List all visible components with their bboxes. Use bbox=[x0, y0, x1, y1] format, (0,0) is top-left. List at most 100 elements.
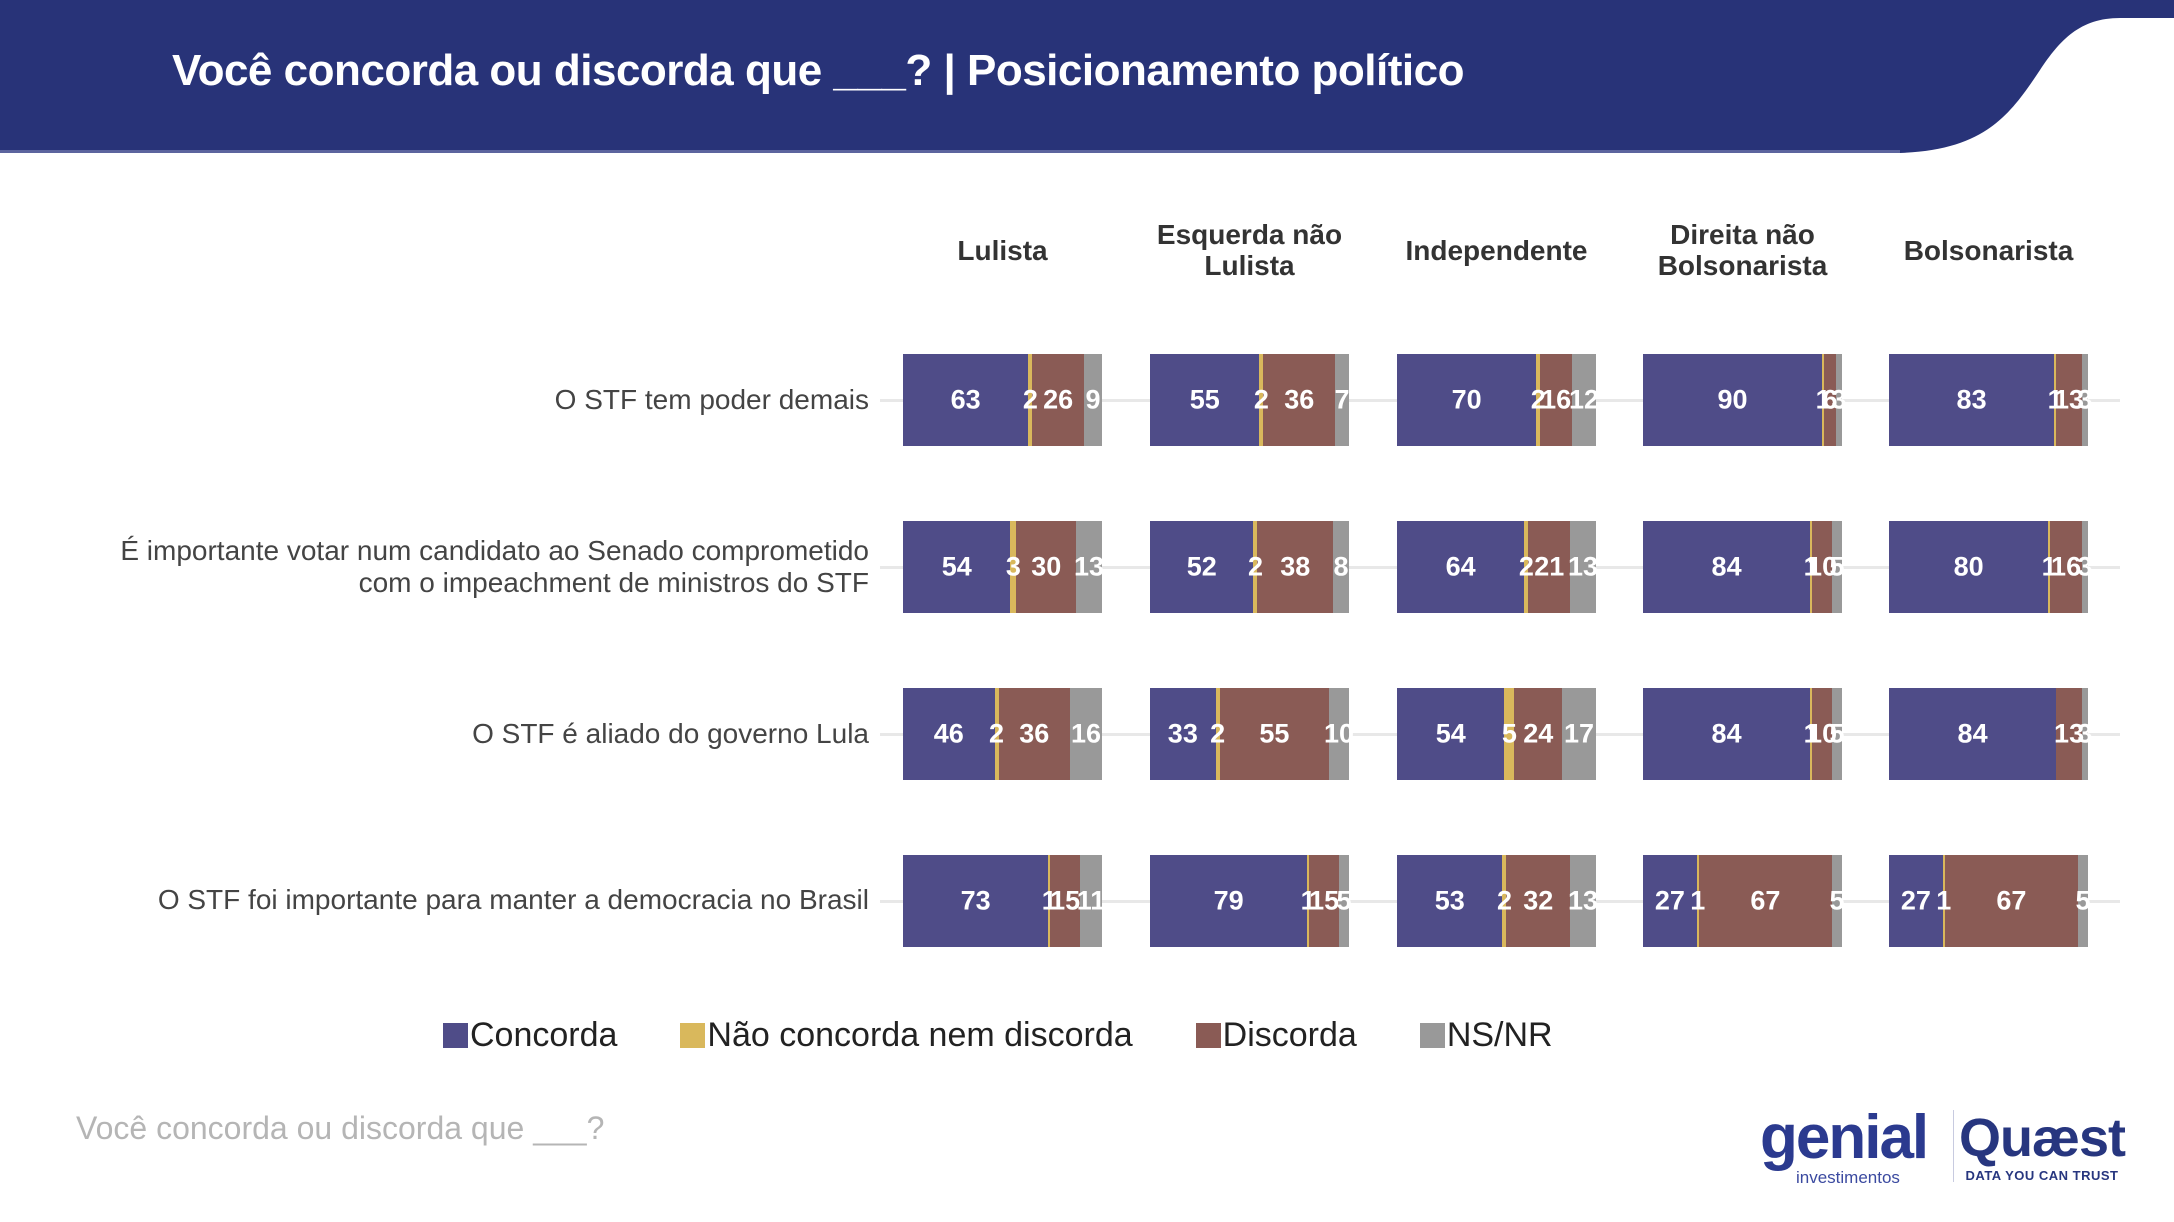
stacked-bar: 63 2 26 9 bbox=[903, 354, 1102, 446]
bar-segment-nsnr: 13 bbox=[1568, 855, 1598, 947]
quaest-logo-tagline: DATA YOU CAN TRUST bbox=[1965, 1168, 2119, 1183]
stacked-bar: 52 2 38 8 bbox=[1150, 521, 1349, 613]
data-label: 2 bbox=[1210, 718, 1226, 749]
data-label: 5 bbox=[1336, 885, 1352, 916]
bar-segment-discorda: 10 bbox=[1807, 521, 1837, 613]
legend-label: Discorda bbox=[1222, 1016, 1357, 1054]
data-label: 3 bbox=[1005, 551, 1021, 582]
bar-segment-concorda: 84 bbox=[1643, 688, 1811, 780]
data-label: 12 bbox=[1569, 384, 1600, 415]
stacked-bar: 46 2 36 16 bbox=[903, 688, 1102, 780]
bar-segment-neutral: 3 bbox=[1006, 521, 1021, 613]
data-label: 84 bbox=[1957, 718, 1988, 749]
bar-segment-nsnr: 12 bbox=[1569, 354, 1600, 446]
data-label: 9 bbox=[1085, 384, 1101, 415]
data-label: 10 bbox=[1807, 551, 1838, 582]
bar-segment-nsnr: 3 bbox=[1831, 354, 1847, 446]
bar-segment-neutral: 2 bbox=[1248, 521, 1263, 613]
bar-segment-neutral: 1 bbox=[1804, 688, 1819, 780]
data-label: 10 bbox=[1807, 718, 1838, 749]
data-label: 24 bbox=[1523, 718, 1554, 749]
bar-segment-concorda: 55 bbox=[1150, 354, 1260, 446]
bar-segment-nsnr: 9 bbox=[1084, 354, 1102, 446]
stacked-bar: 84 13 3 bbox=[1889, 688, 2093, 780]
data-label: 5 bbox=[1829, 551, 1845, 582]
legend-label: NS/NR bbox=[1446, 1016, 1553, 1054]
bar-segment-neutral: 2 bbox=[989, 688, 1004, 780]
data-label: 5 bbox=[1501, 718, 1517, 749]
data-label: 36 bbox=[1019, 718, 1050, 749]
data-label: 1 bbox=[2041, 551, 2057, 582]
row-label: O STF é aliado do governo Lula bbox=[472, 718, 869, 749]
data-label: 16 bbox=[2051, 551, 2082, 582]
bar-segment-neutral: 2 bbox=[1210, 688, 1225, 780]
bar-segment-concorda: 80 bbox=[1889, 521, 2049, 613]
row-label: O STF tem poder demais bbox=[554, 384, 869, 415]
chart-legend: Concorda Não concorda nem discorda Disco… bbox=[443, 1016, 1616, 1055]
data-label: 84 bbox=[1711, 718, 1742, 749]
header-band bbox=[0, 0, 2174, 153]
bar-segment-concorda: 83 bbox=[1889, 354, 2055, 446]
data-label: 90 bbox=[1717, 384, 1748, 415]
data-label: 54 bbox=[941, 551, 972, 582]
stacked-bar: 53 2 32 13 bbox=[1397, 855, 1598, 947]
stacked-bar: 55 2 36 7 bbox=[1150, 354, 1350, 446]
data-label: 15 bbox=[1050, 885, 1081, 916]
column-header: Direita não Bolsonarista bbox=[1657, 219, 1828, 281]
data-label: 2 bbox=[1022, 384, 1038, 415]
bar-segment-neutral: 1 bbox=[1936, 855, 1951, 947]
bar-segment-neutral: 1 bbox=[1816, 354, 1831, 446]
data-label: 84 bbox=[1711, 551, 1742, 582]
bar-segment-discorda: 67 bbox=[1944, 855, 2079, 947]
bar-segment-nsnr: 5 bbox=[2075, 855, 2091, 947]
data-label: 7 bbox=[1334, 384, 1350, 415]
column-header: Esquerda não Lulista bbox=[1156, 219, 1343, 281]
data-label: 16 bbox=[1071, 718, 1102, 749]
bar-segment-concorda: 52 bbox=[1150, 521, 1254, 613]
data-label: 53 bbox=[1434, 885, 1465, 916]
stacked-bar: 54 5 24 17 bbox=[1397, 688, 1596, 780]
legend-item-nsnr: NS/NR bbox=[1419, 1016, 1553, 1055]
bar-segment-concorda: 27 bbox=[1889, 855, 1943, 947]
data-label: 27 bbox=[1654, 885, 1685, 916]
stacked-bar: 27 1 67 5 bbox=[1889, 855, 2091, 947]
data-label: 1 bbox=[1690, 885, 1706, 916]
bar-segment-concorda: 27 bbox=[1643, 855, 1697, 947]
data-label: 30 bbox=[1031, 551, 1062, 582]
bar-segment-discorda: 13 bbox=[2054, 354, 2084, 446]
data-label: 2 bbox=[1247, 551, 1263, 582]
bar-segment-discorda: 21 bbox=[1528, 521, 1571, 613]
bar-segment-nsnr: 13 bbox=[1074, 521, 1104, 613]
bar-segment-concorda: 84 bbox=[1889, 688, 2057, 780]
data-label: 33 bbox=[1167, 718, 1198, 749]
row-label: O STF foi importante para manter a democ… bbox=[157, 884, 869, 915]
bar-segment-neutral: 2 bbox=[1497, 855, 1512, 947]
data-label: 5 bbox=[2075, 885, 2091, 916]
stacked-bar: 64 2 21 13 bbox=[1397, 521, 1598, 613]
data-label: 36 bbox=[1284, 384, 1315, 415]
legend-item-neutral: Não concorda nem discorda bbox=[680, 1016, 1133, 1055]
bar-segment-neutral: 1 bbox=[1690, 855, 1705, 947]
stacked-bar: 84 1 10 5 bbox=[1643, 521, 1845, 613]
stacked-bar: 33 2 55 10 bbox=[1150, 688, 1354, 780]
data-label: 83 bbox=[1956, 384, 1987, 415]
quaest-logo: Quæst DATA YOU CAN TRUST bbox=[1952, 1108, 2132, 1183]
data-label: 70 bbox=[1451, 384, 1482, 415]
bar-segment-discorda: 67 bbox=[1698, 855, 1833, 947]
data-label: 46 bbox=[933, 718, 964, 749]
data-label: 55 bbox=[1259, 718, 1290, 749]
legend-swatch-discorda bbox=[1195, 1023, 1221, 1048]
bar-segment-concorda: 46 bbox=[903, 688, 995, 780]
bar-segment-discorda: 16 bbox=[2050, 521, 2082, 613]
bar-segment-nsnr: 3 bbox=[2077, 521, 2093, 613]
bar-segment-nsnr: 5 bbox=[1829, 855, 1845, 947]
bar-segment-discorda: 6 bbox=[1823, 354, 1838, 446]
bar-segment-concorda: 54 bbox=[903, 521, 1011, 613]
bar-segment-discorda: 38 bbox=[1257, 521, 1334, 613]
bar-segment-discorda: 26 bbox=[1032, 354, 1085, 446]
bar-segment-concorda: 79 bbox=[1150, 855, 1308, 947]
bar-segment-neutral: 2 bbox=[1519, 521, 1534, 613]
stacked-bar: 27 1 67 5 bbox=[1643, 855, 1845, 947]
data-label: 64 bbox=[1445, 551, 1476, 582]
bar-segment-concorda: 70 bbox=[1397, 354, 1537, 446]
